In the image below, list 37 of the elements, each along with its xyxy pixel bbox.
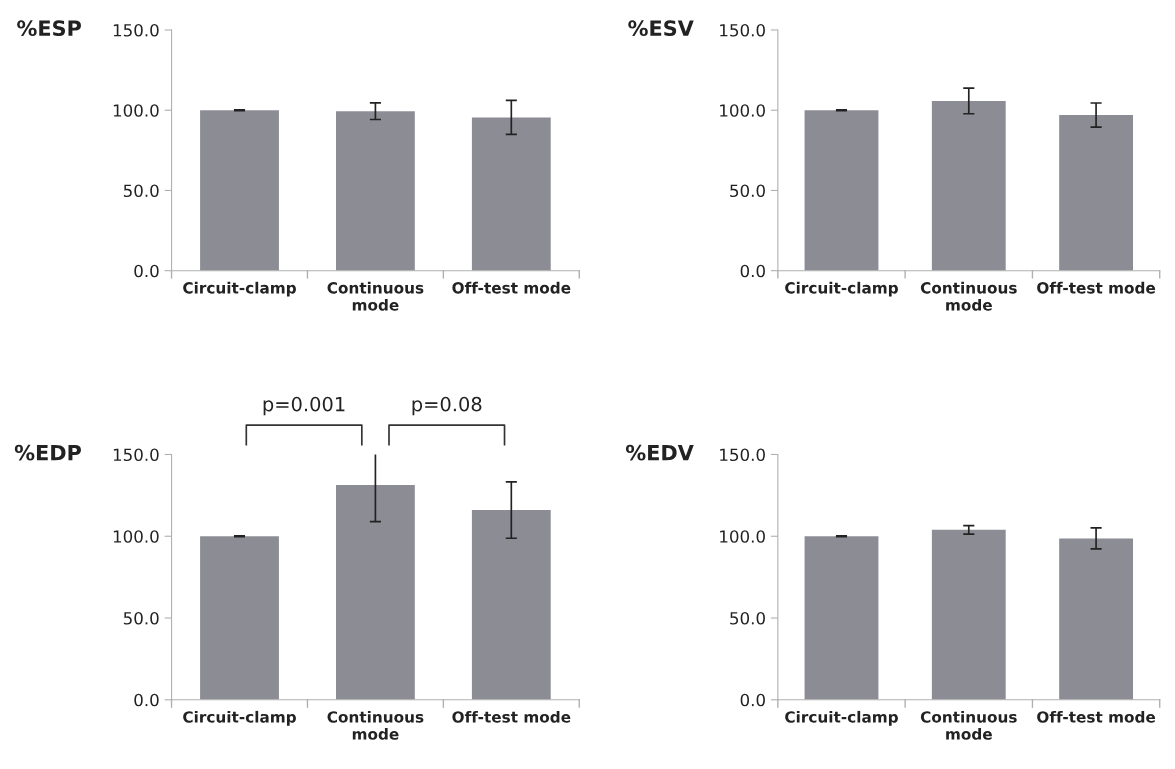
y-tick-label: 50.0 bbox=[123, 611, 159, 625]
y-tick-label: 100.0 bbox=[720, 530, 765, 543]
y-tick-label: 100.0 bbox=[113, 530, 159, 543]
x-tick-label: Off-test mode bbox=[1037, 281, 1156, 294]
y-axis-title: %EDP bbox=[14, 444, 81, 461]
y-tick-label: 50.0 bbox=[730, 184, 765, 198]
text: p=0.001 bbox=[263, 396, 345, 416]
y-tick-label: 100.0 bbox=[720, 104, 765, 117]
y-axis-title: %EDV bbox=[625, 444, 694, 461]
x-tick-label: Off-test mode bbox=[452, 710, 571, 723]
y-tick-label: 150.0 bbox=[720, 448, 765, 462]
bar bbox=[336, 485, 415, 700]
x-tick-label: Circuit-clamp bbox=[183, 710, 296, 726]
x-tick-label: Off-test mode bbox=[1037, 710, 1156, 723]
y-tick-label: 100.0 bbox=[113, 104, 159, 117]
text: p=0.08 bbox=[412, 396, 482, 416]
bar bbox=[471, 510, 551, 700]
y-tick-label: 0.0 bbox=[134, 264, 159, 278]
x-tick-label: Circuit-clamp bbox=[183, 281, 296, 297]
x-tick-label: Continuous mode bbox=[920, 710, 1017, 740]
x-tick-label: Circuit-clamp bbox=[785, 710, 898, 726]
y-tick-label: 50.0 bbox=[730, 611, 765, 625]
x-tick-label: Circuit-clamp bbox=[785, 281, 898, 297]
y-tick-label: 150.0 bbox=[113, 448, 159, 462]
y-tick-label: 150.0 bbox=[720, 23, 765, 37]
y-tick-label: 50.0 bbox=[123, 184, 159, 198]
x-tick-label: Continuous mode bbox=[327, 710, 424, 740]
y-tick-label: 0.0 bbox=[134, 693, 159, 707]
bar bbox=[200, 536, 279, 700]
x-tick-label: Continuous mode bbox=[327, 281, 424, 311]
x-tick-label: Off-test mode bbox=[452, 281, 571, 294]
x-tick-label: Continuous mode bbox=[920, 281, 1017, 311]
y-axis-title: %ESV bbox=[628, 20, 694, 37]
y-tick-label: 0.0 bbox=[740, 264, 765, 278]
y-axis-title: %ESP bbox=[17, 20, 81, 37]
y-tick-label: 0.0 bbox=[740, 693, 765, 707]
y-tick-label: 150.0 bbox=[113, 23, 159, 37]
